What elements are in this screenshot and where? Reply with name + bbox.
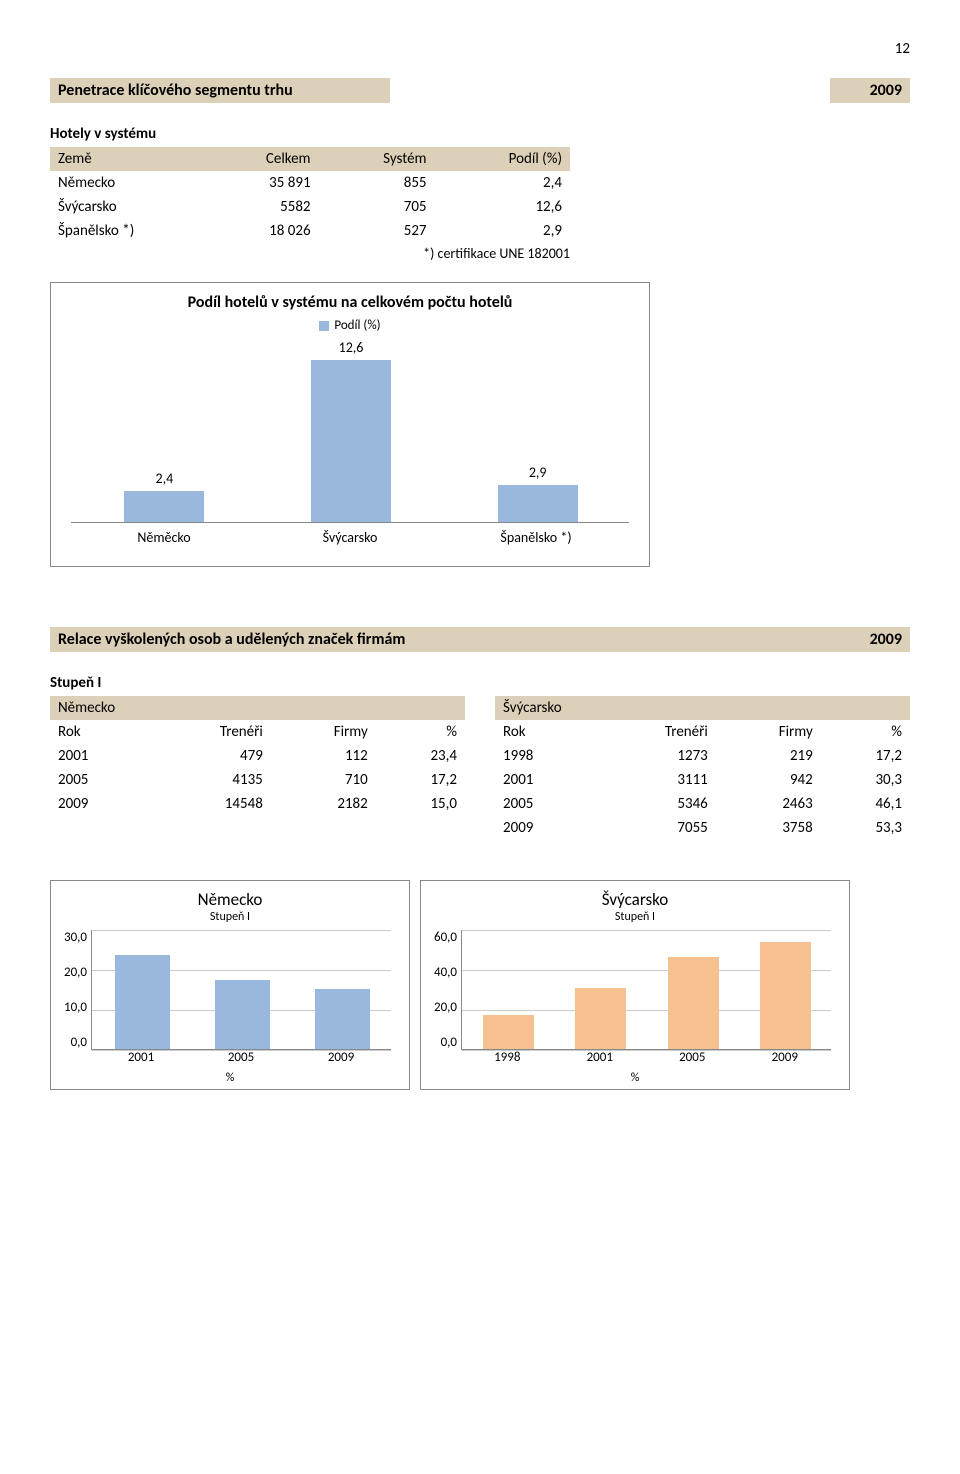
chart-left-sub: Stupeň I [57, 910, 403, 924]
chart1-title: Podíl hotelů v systému na celkovém počtu… [71, 293, 629, 312]
x-tick: 1998 [461, 1050, 554, 1065]
table-row: 20055346246346,1 [495, 792, 910, 816]
col-share: Podíl (%) [435, 147, 570, 171]
table-row: 2001311194230,3 [495, 768, 910, 792]
section2-title: Relace vyškolených osob a udělených znač… [50, 627, 830, 652]
bar-rect [483, 1015, 534, 1049]
table-left-name: Německo [50, 696, 465, 720]
gridline [92, 1050, 391, 1051]
table-row: 20097055375853,3 [495, 816, 910, 840]
x-tick: 2005 [646, 1050, 739, 1065]
chart-right-sub: Stupeň I [427, 910, 843, 924]
bar-value-label: 12,6 [311, 339, 391, 356]
table-row: 2005413571017,2 [50, 768, 465, 792]
chart-left-title: Německo [57, 889, 403, 910]
table-row: 200147911223,4 [50, 744, 465, 768]
table-right-wrap: Švýcarsko Rok Trenéři Firmy % 1998127321… [495, 696, 910, 840]
chart-right-yaxis: 60,0 40,0 20,0 0,0 [427, 930, 461, 1050]
footnote: *) certifikace UNE 182001 [50, 245, 570, 262]
chart-left-legend: % [57, 1071, 403, 1085]
bar-rect [575, 988, 626, 1049]
x-tick: 2009 [291, 1050, 391, 1065]
table-row: 200914548218215,0 [50, 792, 465, 816]
y-tick: 10,0 [57, 1000, 87, 1015]
charts-row: Německo Stupeň I 30,020,010,00,0 2001200… [50, 880, 910, 1090]
y-tick: 20,0 [57, 965, 87, 980]
page-number: 12 [50, 40, 910, 58]
legend-swatch [319, 321, 329, 331]
table-left: Německo Rok Trenéři Firmy % 200147911223… [50, 696, 465, 816]
bar: 12,6 [311, 360, 391, 522]
bar-rect [760, 942, 811, 1049]
bar-rect [315, 989, 370, 1049]
section1-subhead: Hotely v systému [50, 125, 910, 143]
x-tick: 2001 [554, 1050, 647, 1065]
section1-year: 2009 [830, 78, 910, 103]
chart-right-legend: % [427, 1071, 843, 1085]
tables-row: Německo Rok Trenéři Firmy % 200147911223… [50, 696, 910, 840]
category-label: Něměcko [71, 529, 257, 546]
gridline [92, 930, 391, 931]
bar-rect [215, 980, 270, 1049]
share-chart: Podíl hotelů v systému na celkovém počtu… [50, 282, 650, 567]
y-tick: 60,0 [427, 930, 457, 945]
y-tick: 0,0 [57, 1035, 87, 1050]
y-tick: 40,0 [427, 965, 457, 980]
hotels-table: Země Celkem Systém Podíl (%) Německo 35 … [50, 147, 570, 243]
bar: 2,9 [498, 485, 578, 522]
gridline [462, 930, 831, 931]
table-header: Země Celkem Systém Podíl (%) [50, 147, 570, 171]
chart-switzerland: Švýcarsko Stupeň I 60,040,020,00,0 19982… [420, 880, 850, 1090]
section1-title: Penetrace klíčového segmentu trhu [50, 78, 390, 103]
x-tick: 2001 [91, 1050, 191, 1065]
chart-left-xaxis: 200120052009 [91, 1050, 391, 1065]
col-country: Země [50, 147, 200, 171]
bar-rect [115, 955, 170, 1049]
table-row: Německo 35 891 855 2,4 [50, 171, 570, 195]
chart-right-plot [461, 930, 831, 1050]
x-tick: 2005 [191, 1050, 291, 1065]
y-tick: 30,0 [57, 930, 87, 945]
category-label: Švýcarsko [257, 529, 443, 546]
section1-title-bar: Penetrace klíčového segmentu trhu 2009 [50, 78, 910, 103]
table-right-name: Švýcarsko [495, 696, 910, 720]
bar-value-label: 2,4 [124, 470, 204, 487]
col-system: Systém [319, 147, 435, 171]
chart1-xaxis: NěměckoŠvýcarskoŠpanělsko *) [71, 529, 629, 546]
bar-rect [498, 485, 578, 522]
section2-title-bar: Relace vyškolených osob a udělených znač… [50, 627, 910, 652]
chart1-plot: 2,4 12,6 2,9 [71, 343, 629, 523]
chart-left-yaxis: 30,0 20,0 10,0 0,0 [57, 930, 91, 1050]
y-tick: 20,0 [427, 1000, 457, 1015]
table-right: Švýcarsko Rok Trenéři Firmy % 1998127321… [495, 696, 910, 840]
chart1-legend: Podíl (%) [71, 318, 629, 333]
bar-rect [668, 957, 719, 1049]
category-label: Španělsko *) [443, 529, 629, 546]
col-total: Celkem [200, 147, 319, 171]
x-tick: 2009 [739, 1050, 832, 1065]
gridline [462, 1050, 831, 1051]
table-row: 1998127321917,2 [495, 744, 910, 768]
y-tick: 0,0 [427, 1035, 457, 1050]
chart-germany: Německo Stupeň I 30,020,010,00,0 2001200… [50, 880, 410, 1090]
table-left-wrap: Německo Rok Trenéři Firmy % 200147911223… [50, 696, 465, 840]
chart-left-plot [91, 930, 391, 1050]
section2-year: 2009 [830, 627, 910, 652]
bar-value-label: 2,9 [498, 464, 578, 481]
chart-right-xaxis: 1998200120052009 [461, 1050, 831, 1065]
chart-right-title: Švýcarsko [427, 889, 843, 910]
table-row: Španělsko *) 18 026 527 2,9 [50, 219, 570, 243]
table-row: Švýcarsko 5582 705 12,6 [50, 195, 570, 219]
section2-subhead: Stupeň I [50, 674, 910, 692]
bar: 2,4 [124, 491, 204, 522]
bar-rect [124, 491, 204, 522]
bar-rect [311, 360, 391, 522]
